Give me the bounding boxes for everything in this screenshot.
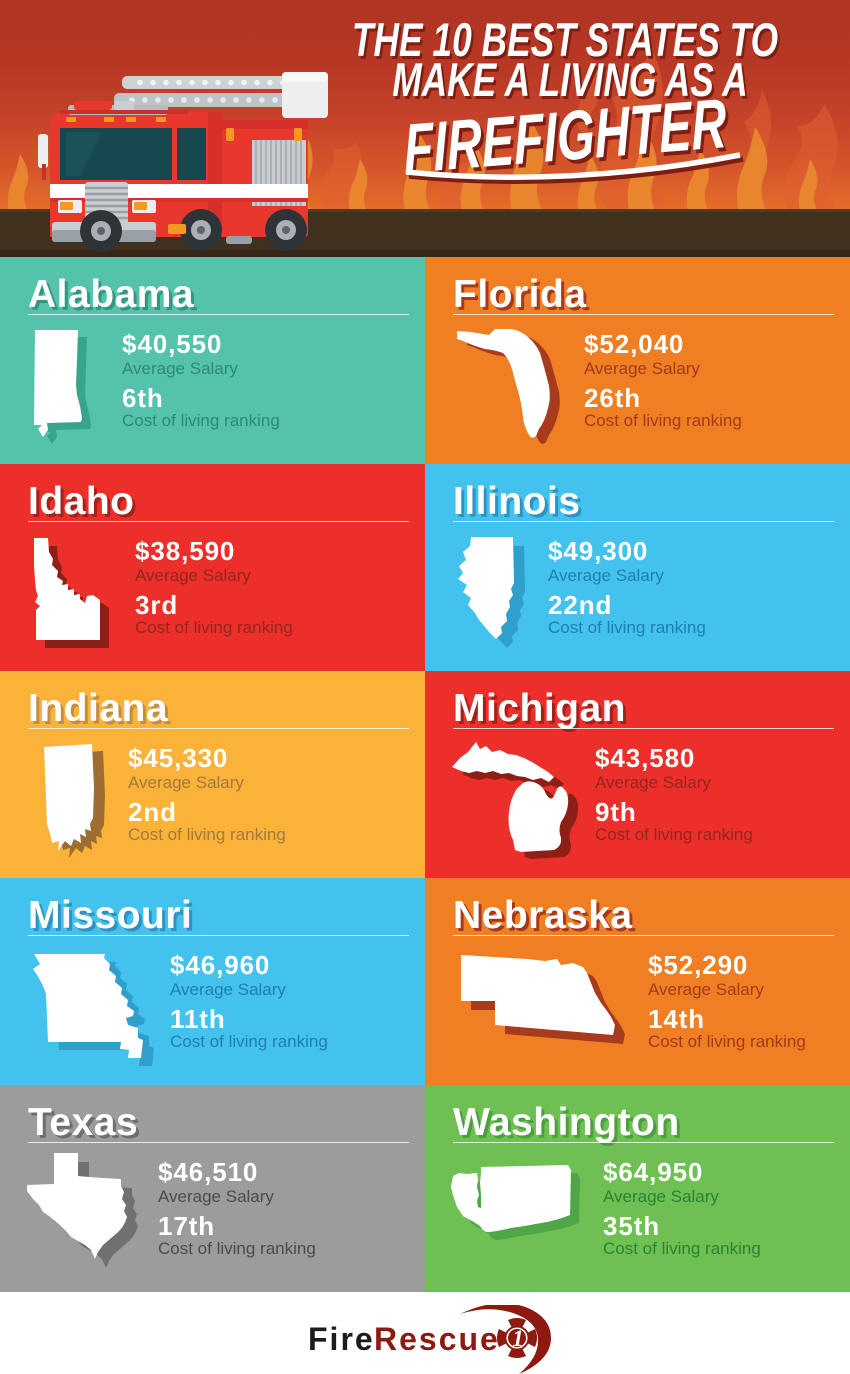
svg-text:Rescue: Rescue bbox=[374, 1321, 500, 1357]
svg-text:1: 1 bbox=[512, 1326, 524, 1351]
svg-text:Fire: Fire bbox=[308, 1321, 375, 1357]
